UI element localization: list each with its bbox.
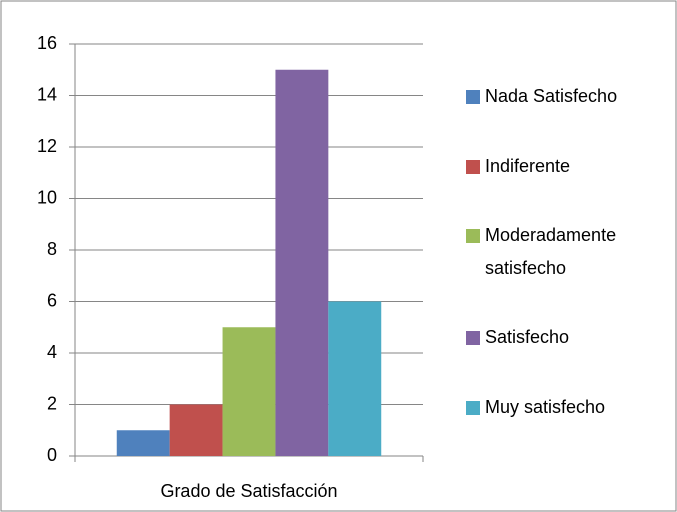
y-tick-label: 14 — [37, 84, 57, 104]
legend-swatch — [466, 159, 480, 174]
legend-label: Nada Satisfecho — [485, 86, 618, 107]
y-tick-label: 8 — [47, 239, 57, 259]
legend-label: Satisfecho — [485, 327, 570, 348]
legend-entry: Nada Satisfecho — [466, 80, 671, 113]
bar — [116, 430, 170, 456]
y-tick-label: 2 — [47, 393, 57, 413]
legend-entry: Moderadamente satisfecho — [466, 219, 671, 285]
legend-swatch — [466, 331, 480, 346]
legend-swatch — [466, 90, 480, 105]
legend-label: Indiferente — [485, 155, 571, 176]
y-tick-label: 0 — [47, 445, 57, 465]
y-tick-label: 6 — [47, 290, 57, 310]
legend-swatch — [466, 228, 480, 243]
x-tick-label: Grado de Satisfacción — [160, 481, 337, 501]
bar — [169, 404, 223, 456]
legend-entry: Muy satisfecho — [466, 391, 671, 424]
bar — [222, 327, 276, 456]
legend-entry: Satisfecho — [466, 321, 671, 354]
legend-label: Muy satisfecho — [485, 396, 606, 417]
y-tick-label: 10 — [37, 187, 57, 207]
legend: Nada Satisfecho Indiferente Moderadamente … — [466, 62, 671, 442]
legend-entry: Indiferente — [466, 150, 671, 183]
legend-swatch — [466, 400, 480, 415]
y-tick-label: 12 — [37, 136, 57, 156]
bar — [275, 69, 329, 456]
y-tick-label: 16 — [37, 33, 57, 53]
legend-label: Moderadamente satisfecho — [485, 224, 617, 278]
y-tick-label: 4 — [47, 342, 57, 362]
bar — [328, 301, 382, 456]
